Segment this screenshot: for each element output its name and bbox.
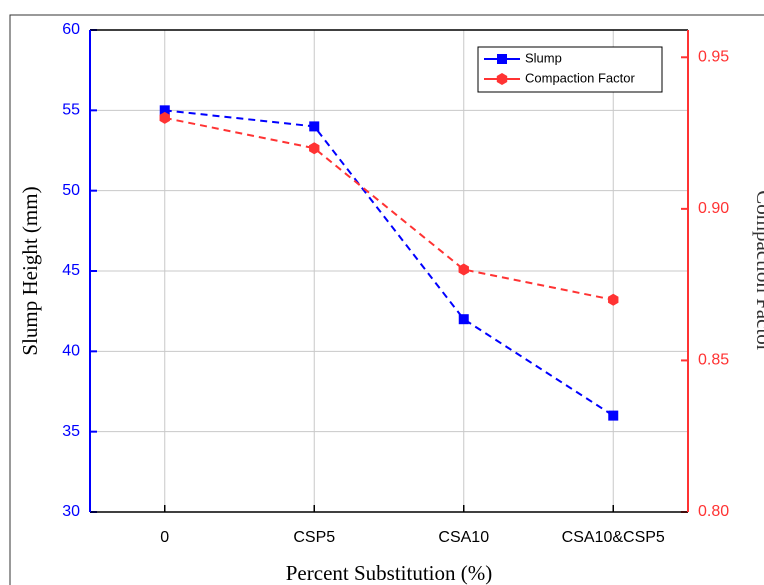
- legend-marker: [496, 73, 508, 85]
- marker: [309, 142, 320, 155]
- marker: [159, 105, 170, 116]
- y-tick-label: 40: [62, 343, 80, 360]
- legend-label: Slump: [525, 50, 562, 65]
- x-tick-label: CSP5: [293, 529, 335, 546]
- y-tick-label: 60: [62, 21, 80, 38]
- y2-tick-label: 0.85: [698, 352, 729, 369]
- y-tick-label: 30: [62, 503, 80, 520]
- series-line: [164, 116, 614, 301]
- legend: Slump Compaction Factor: [477, 46, 663, 93]
- y-tick-label: 55: [62, 102, 80, 119]
- y-axis-title: Slump Height (mm): [18, 186, 42, 355]
- legend-box: [477, 46, 663, 93]
- y2-tick-label: 0.90: [698, 200, 729, 217]
- y2-tick-label: 0.80: [698, 503, 729, 520]
- frame: [9, 14, 764, 585]
- x-tick-label: 0: [160, 529, 169, 546]
- series-line: [164, 109, 614, 417]
- marker: [608, 410, 619, 421]
- y-tick-label: 45: [62, 262, 80, 279]
- x-axis-title: Percent Substitution (%): [286, 561, 492, 585]
- legend-marker: [497, 54, 507, 64]
- marker: [309, 121, 320, 132]
- marker: [458, 314, 469, 325]
- x-tick-label: CSA10: [438, 529, 489, 546]
- marker: [608, 293, 619, 306]
- marker: [159, 111, 170, 124]
- y2-tick-label: 0.95: [698, 49, 729, 66]
- y-tick-label: 35: [62, 423, 80, 440]
- y-tick-label: 50: [62, 182, 80, 199]
- x-tick-label: CSA10&CSP5: [562, 529, 665, 546]
- marker: [458, 263, 469, 276]
- y2-axis-title: Compaction Factor: [752, 190, 764, 352]
- legend-label: Compaction Factor: [525, 70, 635, 85]
